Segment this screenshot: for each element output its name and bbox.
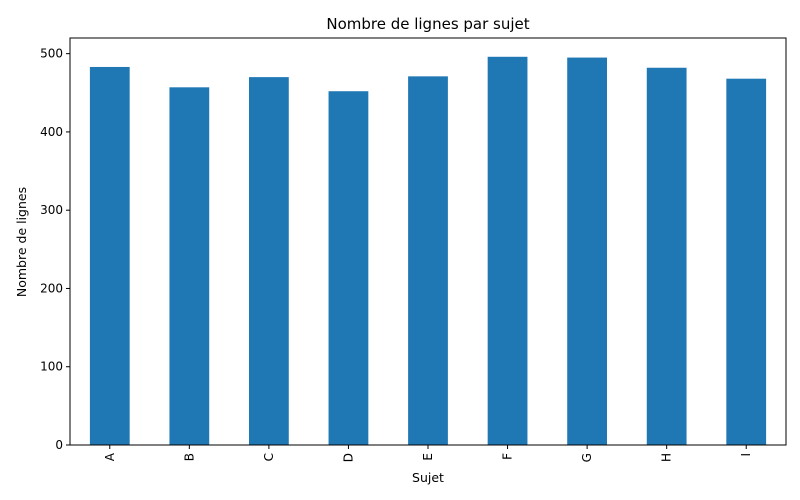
y-tick-label-400: 400 <box>40 125 63 139</box>
chart-title: Nombre de lignes par sujet <box>326 15 529 33</box>
x-axis-label: Sujet <box>412 470 444 485</box>
bar-b <box>169 87 210 445</box>
bar-a <box>89 66 130 445</box>
y-tick-label-300: 300 <box>40 203 63 217</box>
bar-i <box>726 78 767 445</box>
y-tick-label-0: 0 <box>55 438 63 452</box>
x-tick-label-a: A <box>103 452 117 461</box>
bar-c <box>249 77 289 445</box>
x-tick-label-g: G <box>580 453 594 462</box>
x-tick-label-i: I <box>739 453 753 457</box>
bar-g <box>567 57 607 445</box>
y-tick-label-100: 100 <box>40 360 63 374</box>
x-tick-label-h: H <box>660 453 674 462</box>
y-tick-label-500: 500 <box>40 47 63 61</box>
x-tick-label-f: F <box>501 453 515 460</box>
x-tick-label-b: B <box>182 453 196 461</box>
bar-f <box>487 56 528 446</box>
bar-e <box>408 76 448 445</box>
y-tick-label-200: 200 <box>40 281 63 295</box>
plot-area: 0 100 200 300 400 500 A B C D E F G H I <box>40 37 787 462</box>
x-tick-label-c: C <box>262 453 276 461</box>
bar-h <box>646 67 687 445</box>
y-axis-label: Nombre de lignes <box>14 187 29 297</box>
bar-d <box>328 91 369 445</box>
x-tick-label-d: D <box>341 453 355 462</box>
x-tick-label-e: E <box>421 453 435 461</box>
